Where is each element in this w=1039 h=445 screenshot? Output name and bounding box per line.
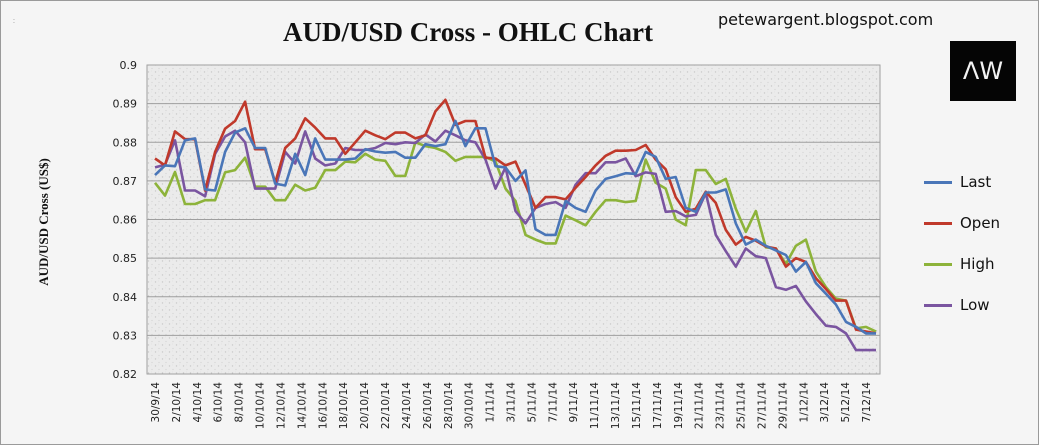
x-tick-label: 18/10/14 xyxy=(338,382,350,429)
logo-text: ΛW xyxy=(962,57,1004,85)
legend-swatch xyxy=(924,180,952,184)
y-tick-label: 0.89 xyxy=(113,98,138,111)
x-tick-label: 21/11/14 xyxy=(694,382,706,429)
series-lines xyxy=(153,98,877,352)
x-tick-label: 28/10/14 xyxy=(443,382,455,429)
x-tick-label: 26/10/14 xyxy=(422,382,434,429)
y-tick-labels: 0.82 0.83 0.84 0.85 0.86 0.87 0.88 0.89 0.9 xyxy=(113,59,138,381)
x-tick-label: 6/10/14 xyxy=(213,382,225,423)
x-tick-label: 12/10/14 xyxy=(275,382,287,429)
x-tick-label: 9/11/14 xyxy=(568,382,580,423)
x-tick-label: 5/12/14 xyxy=(840,382,852,423)
x-tick-label: 30/9/14 xyxy=(150,382,162,423)
x-tick-label: 1/11/14 xyxy=(485,382,497,423)
legend-swatch xyxy=(924,303,952,307)
legend-label: Last xyxy=(960,173,992,191)
x-tick-label: 19/11/14 xyxy=(673,382,685,429)
x-tick-label: 23/11/14 xyxy=(715,382,727,429)
aw-logo: ΛW xyxy=(950,41,1016,101)
x-tick-label: 1/12/14 xyxy=(798,382,810,423)
legend-item-open: Open xyxy=(924,213,1000,233)
legend-item-low: Low xyxy=(924,295,990,315)
y-tick-label: 0.82 xyxy=(113,368,138,381)
grid-lines xyxy=(147,103,880,336)
chart-title: AUD/USD Cross - OHLC Chart xyxy=(283,17,654,47)
x-tick-label: 16/10/14 xyxy=(317,382,329,429)
x-tick-label: 2/10/14 xyxy=(171,382,183,423)
corner-mark: : xyxy=(13,18,15,25)
series-line-low xyxy=(154,129,876,352)
legend-swatch xyxy=(924,262,952,266)
x-tick-label: 29/11/14 xyxy=(777,382,789,429)
x-tick-label: 4/10/14 xyxy=(192,382,204,423)
legend-label: Open xyxy=(960,214,1001,232)
x-tick-label: 7/12/14 xyxy=(861,382,873,423)
series-line-last xyxy=(154,119,876,335)
legend-swatch xyxy=(924,221,952,225)
x-tick-label: 24/10/14 xyxy=(401,382,413,429)
x-tick-label: 8/10/14 xyxy=(234,382,246,423)
series-line-high xyxy=(153,141,877,333)
y-tick-label: 0.86 xyxy=(113,214,138,227)
legend-label: Low xyxy=(960,296,990,314)
legend-label: High xyxy=(960,255,995,273)
x-tick-label: 3/11/14 xyxy=(506,382,518,423)
y-tick-label: 0.88 xyxy=(113,136,138,149)
x-tick-label: 27/11/14 xyxy=(756,382,768,429)
x-tick-label: 25/11/14 xyxy=(736,382,748,429)
x-tick-label: 20/10/14 xyxy=(359,382,371,429)
y-tick-label: 0.9 xyxy=(120,59,138,72)
x-tick-label: 5/11/14 xyxy=(526,382,538,423)
y-tick-label: 0.83 xyxy=(113,329,138,342)
y-tick-label: 0.84 xyxy=(113,291,138,304)
blog-url-text: petewargent.blogspot.com xyxy=(718,10,934,29)
x-tick-label: 13/11/14 xyxy=(610,382,622,429)
x-tick-label: 11/11/14 xyxy=(589,382,601,429)
y-tick-label: 0.87 xyxy=(113,175,138,188)
x-tick-label: 17/11/14 xyxy=(652,382,664,429)
x-tick-label: 7/11/14 xyxy=(547,382,559,423)
y-tick-label: 0.85 xyxy=(113,252,138,265)
x-tick-label: 10/10/14 xyxy=(255,382,267,429)
x-tick-label: 30/10/14 xyxy=(464,382,476,429)
legend-item-last: Last xyxy=(924,172,991,192)
legend-item-high: High xyxy=(924,254,994,274)
x-tick-label: 22/10/14 xyxy=(380,382,392,429)
x-tick-labels: 30/9/14 2/10/14 4/10/14 6/10/14 8/10/14 10/10… xyxy=(150,382,873,429)
x-tick-label: 3/12/14 xyxy=(819,382,831,423)
x-tick-label: 15/11/14 xyxy=(631,382,643,429)
x-tick-label: 14/10/14 xyxy=(296,382,308,429)
